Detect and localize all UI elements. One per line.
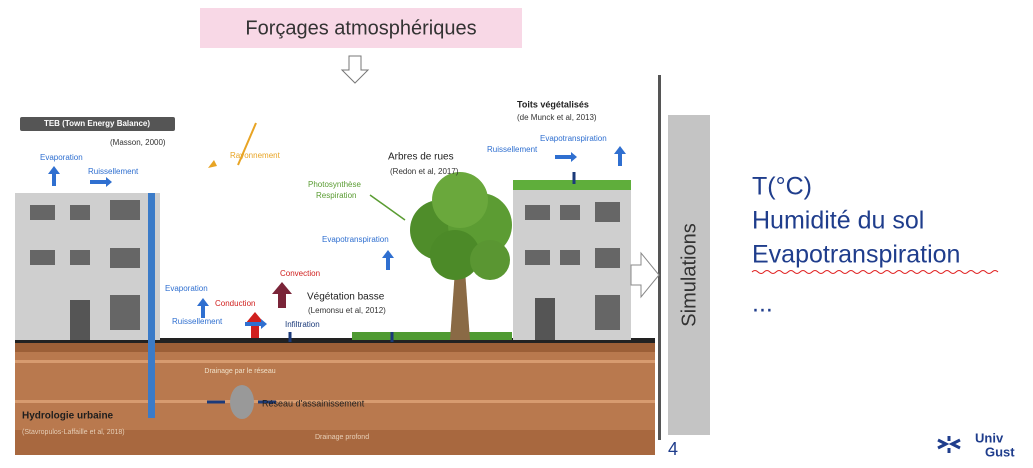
- down-arrow: [342, 56, 368, 83]
- label: Drainage profond: [315, 434, 369, 441]
- label: Drainage par le réseau: [204, 368, 275, 375]
- label: (Lemonsu et al, 2012): [308, 306, 386, 315]
- output: Evapotranspiration: [752, 241, 960, 269]
- label: Arbres de rues: [388, 152, 454, 163]
- slide: Forçages atmosphériques Simulations TEB …: [0, 0, 1033, 463]
- spell-underline: [752, 271, 998, 274]
- label: (de Munck et al, 2013): [517, 113, 597, 122]
- output: Humidité du sol: [752, 207, 924, 235]
- label: Ruissellement: [172, 317, 223, 326]
- label: Réseau d'assainissement: [262, 398, 365, 408]
- label: Respiration: [316, 191, 356, 200]
- label: Evaporation: [165, 284, 208, 293]
- label: Photosynthèse: [308, 180, 361, 189]
- label: TEB (Town Energy Balance): [44, 119, 150, 128]
- output: T(°C): [752, 173, 812, 201]
- label: Hydrologie urbaine: [22, 411, 114, 422]
- label: (Masson, 2000): [110, 138, 166, 147]
- label: Infiltration: [285, 320, 320, 329]
- vertical-line: [658, 75, 661, 440]
- header-title: Forçages atmosphériques: [245, 17, 476, 39]
- logo-text: Gust: [985, 444, 1015, 459]
- label: Végétation basse: [307, 292, 385, 303]
- page-number: 4: [668, 439, 678, 459]
- right-building: [513, 180, 631, 340]
- logo: Univ Gust: [938, 430, 1015, 459]
- label: Ruissellement: [487, 145, 538, 154]
- label: Evapotranspiration: [322, 235, 389, 244]
- side-box-label: Simulations: [678, 223, 700, 326]
- right-arrow: [631, 253, 659, 297]
- label: Convection: [280, 269, 320, 278]
- label: (Stavropulos-Laffaille et al, 2018): [22, 429, 125, 436]
- label: Ruissellement: [88, 167, 139, 176]
- output: ...: [752, 290, 773, 318]
- label: Toits végétalisés: [517, 99, 589, 109]
- logo-text: Univ: [975, 430, 1004, 445]
- label: Rayonnement: [230, 151, 281, 160]
- label: Evapotranspiration: [540, 134, 607, 143]
- label: Evaporation: [40, 153, 83, 162]
- label: (Redon et al, 2017): [390, 167, 459, 176]
- label: Conduction: [215, 299, 255, 308]
